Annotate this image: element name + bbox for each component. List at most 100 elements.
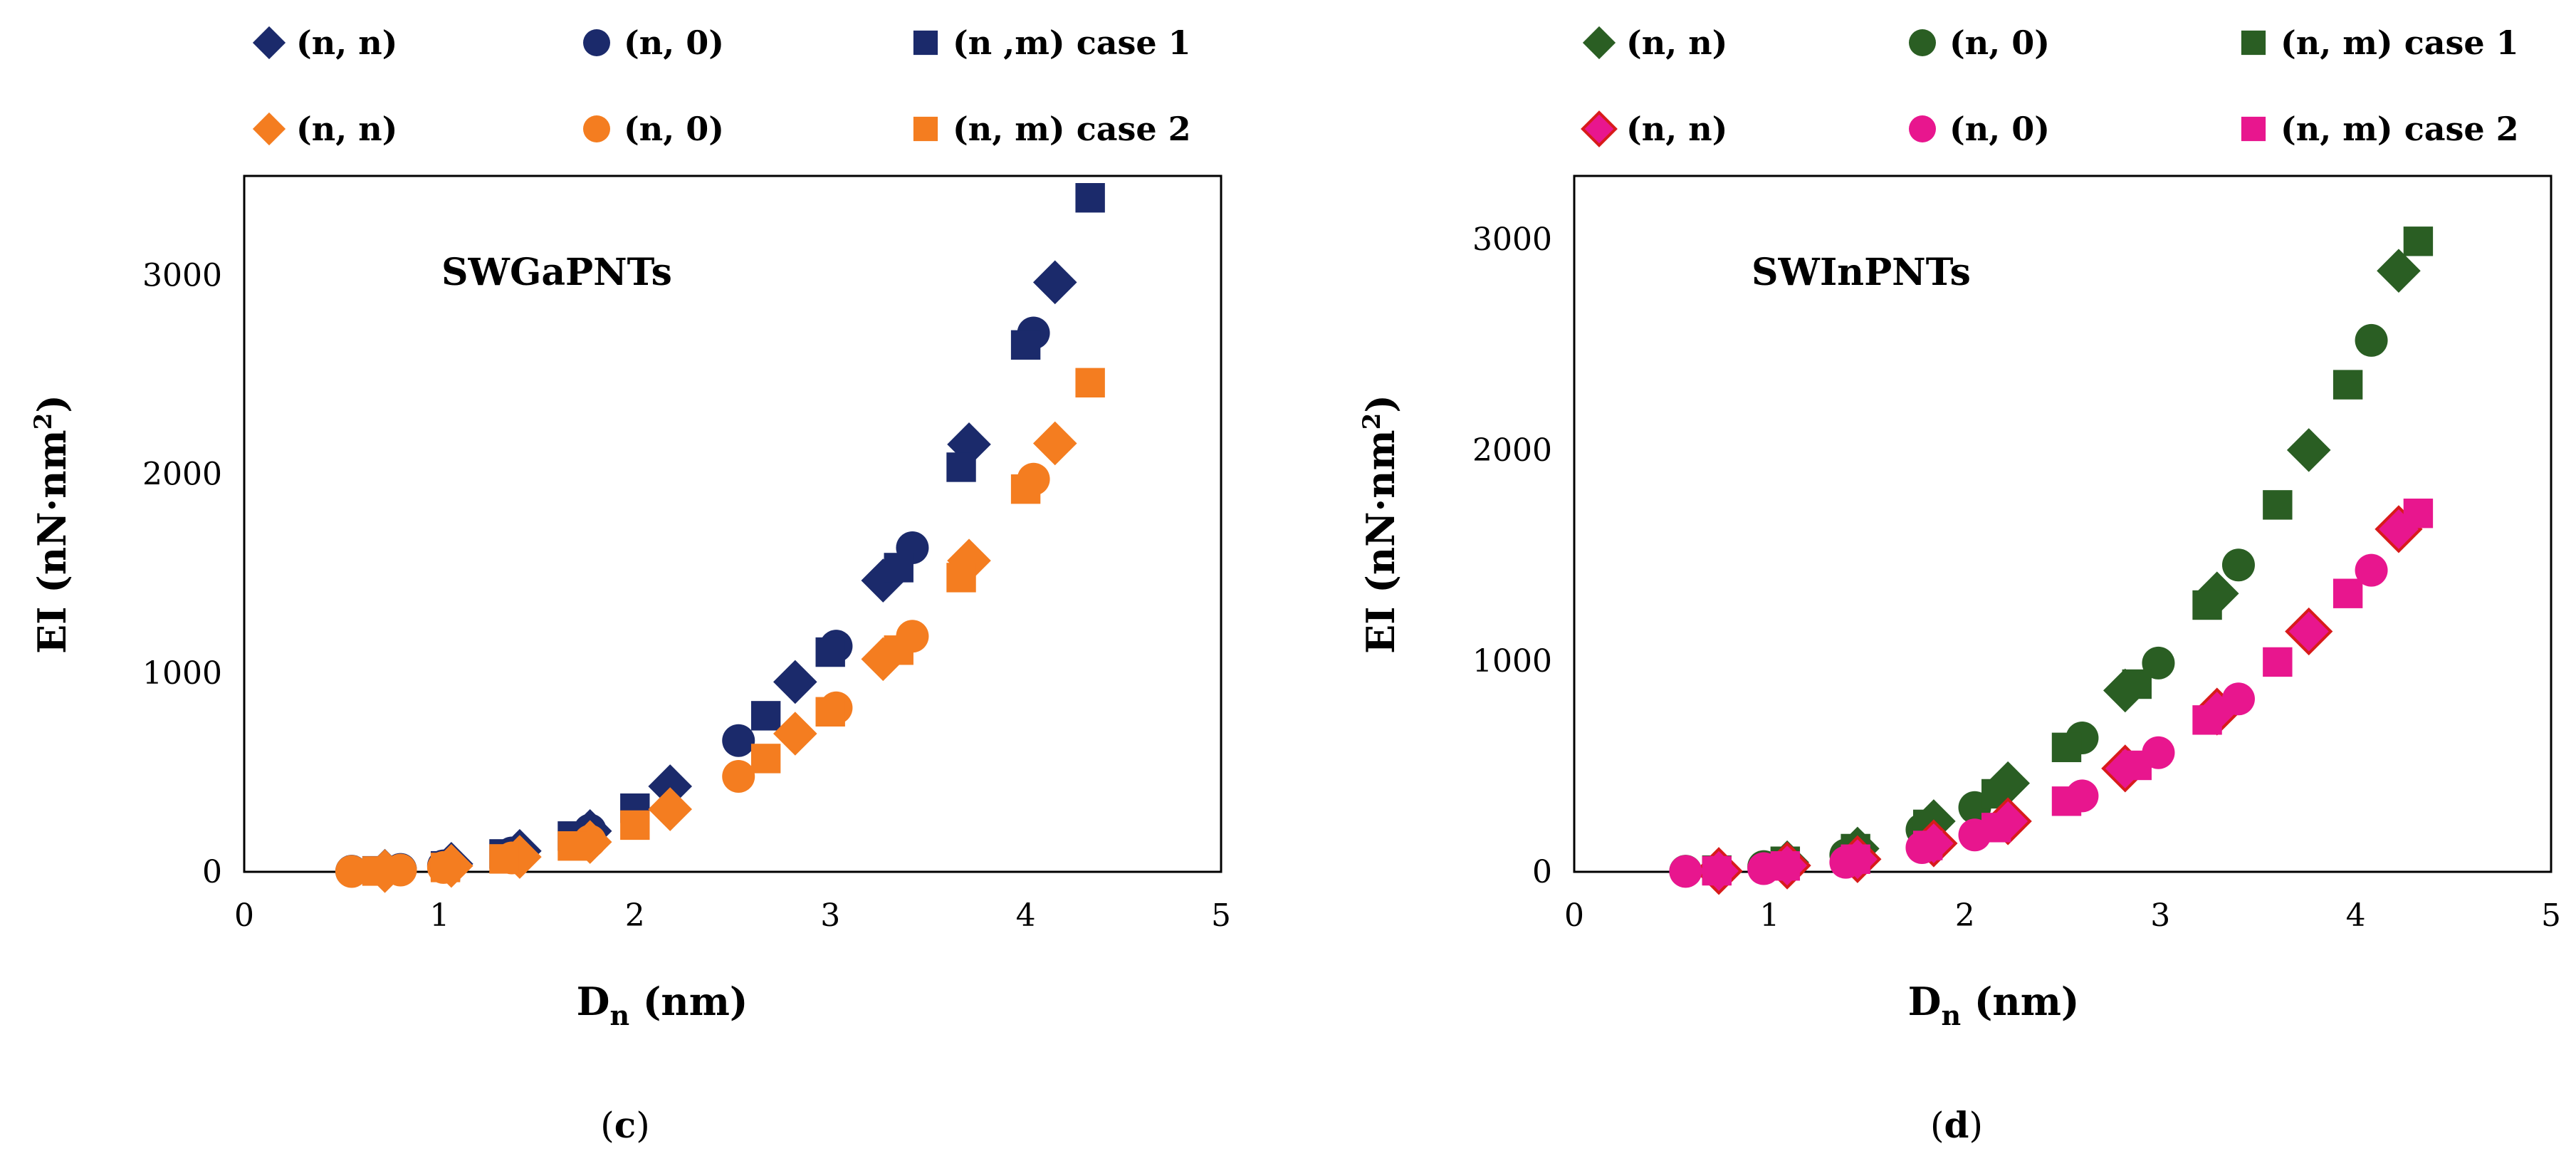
series-5	[1669, 553, 2388, 888]
legend-label: (n, n)	[1626, 110, 1727, 148]
legend-marker	[913, 116, 938, 142]
data-point	[384, 853, 417, 887]
legend-marker	[1581, 110, 1618, 147]
data-point	[335, 855, 368, 888]
y-ticks-c: 0 1000 2000 3000	[142, 258, 222, 890]
data-point	[1912, 831, 1943, 860]
series-3	[1702, 227, 2434, 885]
legend-marker	[2241, 30, 2266, 56]
data-point	[557, 831, 587, 861]
legend-marker	[252, 112, 286, 146]
legend-label: (n, 0)	[1949, 110, 2050, 148]
data-point	[722, 760, 755, 793]
legend-label: (n, m) case 1	[2281, 24, 2519, 62]
y-tick-label: 3000	[142, 258, 222, 294]
legend-label: (n ,m) case 1	[953, 24, 1191, 62]
data-point	[2192, 590, 2222, 620]
data-point	[1075, 183, 1105, 213]
data-point	[884, 635, 913, 665]
data-points-d	[1669, 227, 2434, 895]
legend-marker	[252, 26, 286, 60]
data-point	[2377, 249, 2421, 293]
data-point	[2332, 578, 2363, 608]
x-tick-label: 0	[1564, 897, 1584, 934]
x-tick-label: 2	[1955, 897, 1975, 934]
series-2	[335, 316, 1050, 888]
plot-area-c	[243, 175, 1222, 873]
x-ticks-c: 0 1 2 3 4 5	[234, 897, 1231, 934]
x-tick-label: 4	[2346, 897, 2366, 934]
x-axis-label-c: Dn (nm)	[577, 979, 748, 1031]
data-point	[946, 452, 976, 482]
data-point	[2403, 498, 2434, 529]
data-point	[1032, 260, 1077, 305]
data-point	[946, 563, 976, 593]
data-point	[2332, 370, 2363, 400]
x-axis-label-d: Dn (nm)	[1908, 979, 2080, 1031]
x-tick-label: 1	[1759, 897, 1779, 934]
legend-label: (n, 0)	[624, 24, 724, 62]
data-point	[815, 637, 845, 667]
series-4	[1695, 505, 2423, 895]
data-point	[773, 660, 817, 704]
data-point	[1075, 368, 1105, 398]
data-point	[1010, 330, 1041, 360]
y-axis-label-c: EI (nN·nm2)	[29, 395, 75, 654]
series-6	[1702, 498, 2434, 886]
legend-c: (n, n) (n, 0) (n ,m) case 1 (n, n) (n, 0) (n,…	[252, 24, 1191, 148]
data-point	[1032, 421, 1077, 466]
chart-panel-d: (n, n) (n, 0) (n, m) case 1 (n, n) (n, 0) (n,…	[1358, 24, 2561, 1146]
data-point	[2285, 607, 2333, 656]
series-4	[362, 421, 1077, 893]
x-tick-label: 4	[1016, 897, 1036, 934]
data-point	[2263, 647, 2293, 677]
legend-marker	[1909, 115, 1936, 142]
y-axis-label-d: EI (nN·nm2)	[1358, 395, 1403, 654]
panel-label-d: (d)	[1930, 1104, 1983, 1146]
legend-label: (n, n)	[296, 110, 397, 148]
legend-marker	[1909, 29, 1936, 56]
legend-marker	[1582, 26, 1616, 60]
legend-label: (n, 0)	[624, 110, 724, 148]
data-points-c	[335, 183, 1105, 893]
x-tick-label: 3	[2150, 897, 2170, 934]
series-2	[1669, 323, 2388, 888]
data-point	[2221, 682, 2255, 716]
data-point	[2286, 428, 2331, 472]
x-tick-label: 1	[429, 897, 449, 934]
panel-label-c: (c)	[600, 1104, 649, 1146]
legend-marker	[913, 30, 938, 56]
data-point	[1702, 855, 1732, 886]
data-point	[362, 856, 392, 886]
data-point	[750, 744, 781, 774]
data-point	[1841, 844, 1870, 874]
legend-label: (n, 0)	[1949, 24, 2050, 62]
series-5	[335, 462, 1050, 888]
data-point	[2051, 786, 2082, 816]
legend-d: (n, n) (n, 0) (n, m) case 1 (n, n) (n, 0) (n,…	[1581, 24, 2519, 148]
x-tick-label: 2	[625, 897, 645, 934]
data-point	[2403, 227, 2434, 256]
y-tick-label: 3000	[1472, 222, 1552, 258]
y-tick-label: 1000	[142, 655, 222, 692]
data-point	[648, 787, 692, 831]
data-point	[2051, 732, 2082, 763]
data-point	[2263, 490, 2293, 520]
data-point	[750, 701, 781, 731]
data-point	[884, 553, 913, 583]
y-ticks-d: 0 1000 2000 3000	[1472, 222, 1552, 890]
x-tick-label: 0	[234, 897, 254, 934]
data-point	[2122, 669, 2152, 699]
y-tick-label: 0	[1532, 854, 1552, 890]
legend-label: (n, m) case 2	[2281, 110, 2519, 148]
data-point	[1669, 855, 1702, 888]
data-point	[2355, 553, 2388, 587]
x-tick-label: 3	[820, 897, 840, 934]
series-6	[362, 368, 1105, 886]
data-point	[620, 810, 650, 840]
data-point	[2355, 323, 2388, 357]
legend-label: (n, n)	[296, 24, 397, 62]
data-point	[1770, 851, 1801, 881]
chart-panel-c: (n, n) (n, 0) (n ,m) case 1 (n, n) (n, 0) (n,…	[29, 24, 1231, 1146]
